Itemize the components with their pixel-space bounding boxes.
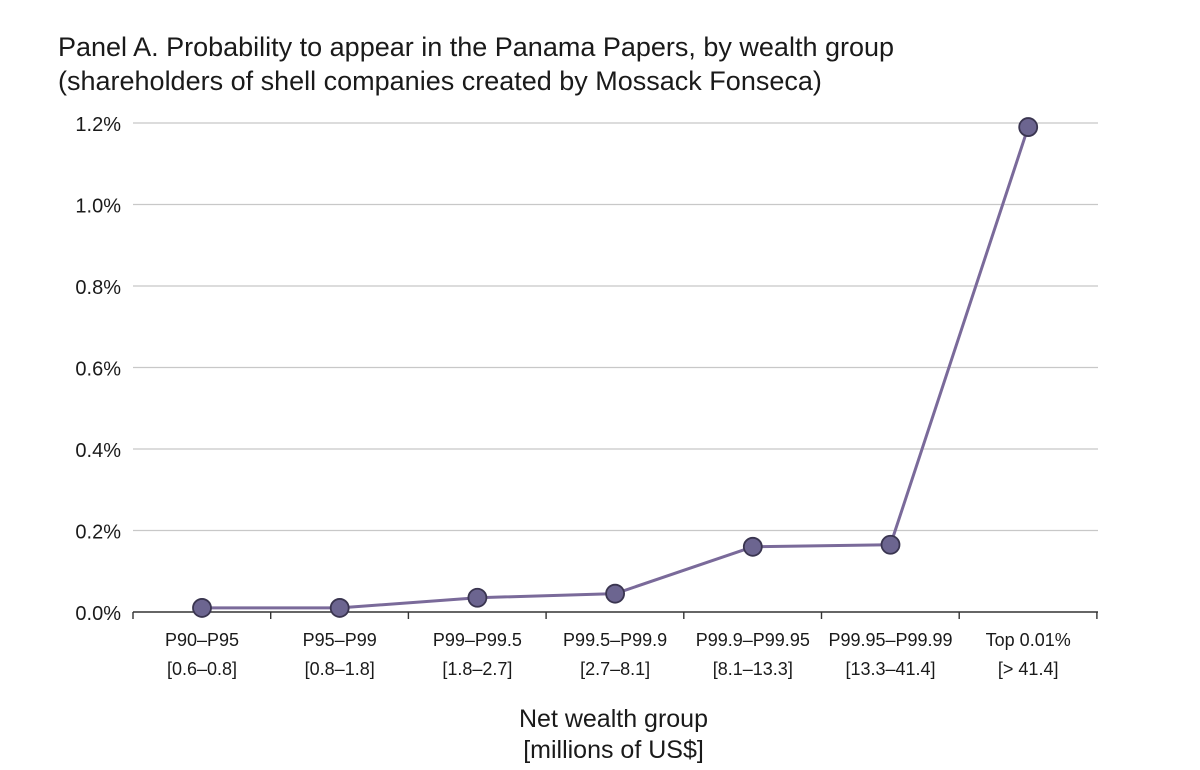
- x-axis-title-units: [millions of US$]: [523, 736, 704, 764]
- x-tick-range-label: [0.8–1.8]: [305, 659, 375, 679]
- x-tick-range-label: [> 41.4]: [998, 659, 1059, 679]
- data-point: [467, 587, 488, 608]
- x-tick-label: P99.5–P99.9: [563, 630, 667, 650]
- x-axis-ticks: [132, 612, 1098, 619]
- data-point: [192, 598, 212, 618]
- y-axis-tick-labels: 0.0% 0.2% 0.4% 0.6% 0.8% 1.0% 1.2%: [75, 114, 121, 625]
- data-point: [329, 598, 350, 618]
- x-tick-label: P95–P99: [303, 630, 377, 650]
- x-tick-range-label: [2.7–8.1]: [580, 659, 650, 679]
- chart-title-block: Panel A. Probability to appear in the Pa…: [58, 30, 894, 98]
- x-axis-title: Net wealth group: [519, 705, 708, 733]
- y-tick-label: 0.0%: [75, 603, 121, 625]
- y-tick-label: 0.6%: [75, 359, 121, 381]
- x-tick-range-label: [0.6–0.8]: [167, 659, 237, 679]
- x-tick-range-label: [1.8–2.7]: [442, 659, 512, 679]
- data-point: [1018, 117, 1039, 137]
- y-tick-label: 0.8%: [75, 277, 121, 299]
- data-point: [880, 534, 901, 555]
- y-tick-label: 0.2%: [75, 522, 121, 544]
- x-tick-range-label: [13.3–41.4]: [845, 659, 935, 679]
- data-points: [192, 117, 1039, 618]
- x-tick-label: P99.95–P99.99: [828, 630, 952, 650]
- x-tick-label: P99.9–P99.95: [696, 630, 810, 650]
- x-axis-tick-labels: P90–P95 [0.6–0.8] P95–P99 [0.8–1.8] P99–P99.…: [165, 630, 1071, 679]
- y-tick-label: 0.4%: [75, 440, 121, 462]
- chart-title: Panel A. Probability to appear in the Pa…: [58, 32, 895, 62]
- y-tick-label: 1.0%: [75, 196, 121, 218]
- x-tick-range-label: [8.1–13.3]: [713, 659, 793, 679]
- y-tick-label: 1.2%: [75, 114, 121, 136]
- x-tick-label: Top 0.01%: [986, 630, 1071, 650]
- gridlines: [133, 122, 1098, 532]
- x-tick-label: P90–P95: [165, 630, 239, 650]
- x-tick-label: P99–P99.5: [433, 630, 522, 650]
- data-point: [605, 583, 625, 604]
- chart-subtitle: (shareholders of shell companies created…: [58, 66, 822, 96]
- data-point: [742, 536, 763, 557]
